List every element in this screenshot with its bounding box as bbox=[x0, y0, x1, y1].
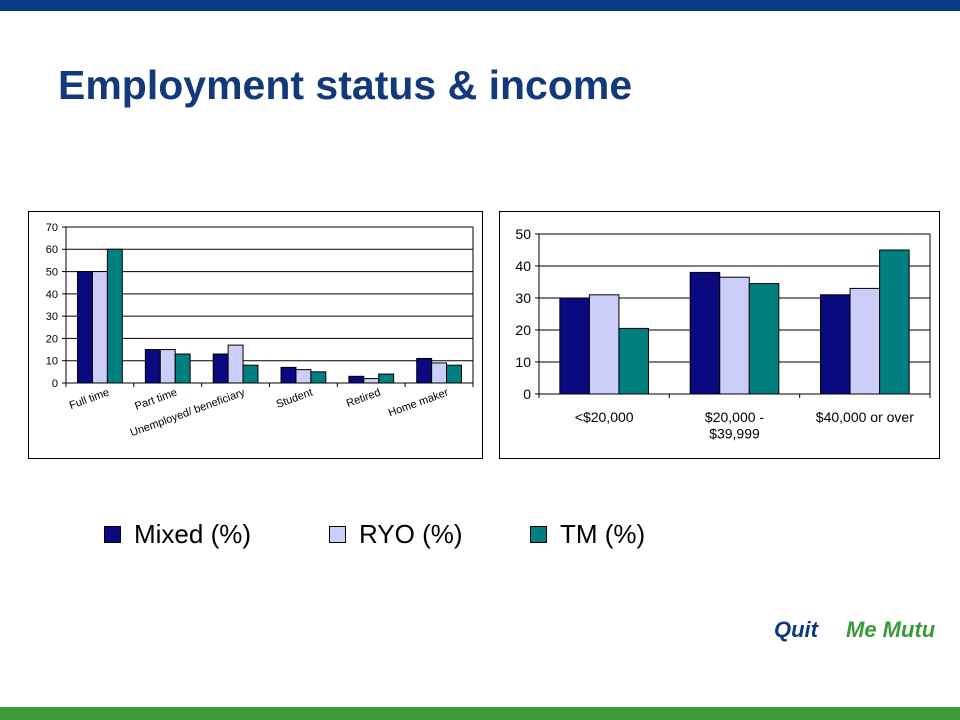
emp-ytick-label: 40 bbox=[46, 289, 58, 301]
inc-bar-mixed-20-000 bbox=[559, 297, 590, 395]
emp-bar-tm-full-time bbox=[106, 248, 123, 384]
inc-category-label-40-000-or-over: $40,000 or over bbox=[816, 409, 914, 425]
inc-bar-mixed-40-000-or-over bbox=[820, 294, 851, 395]
emp-bar-tm-unemployed-beneficiary bbox=[242, 364, 259, 384]
inc-category-label-line: <$20,000 bbox=[575, 409, 634, 425]
emp-bar-tm-part-time bbox=[174, 353, 191, 384]
emp-ytick-label: 50 bbox=[46, 267, 58, 279]
top-accent-bar bbox=[0, 0, 960, 11]
page-title: Employment status & income bbox=[58, 62, 633, 108]
legend-label-ryo: RYO (%) bbox=[359, 518, 463, 549]
legend-label-mixed: Mixed (%) bbox=[134, 518, 252, 549]
inc-ytick-label: 10 bbox=[515, 354, 531, 370]
legend-swatch-tm bbox=[530, 525, 547, 543]
inc-category-label-20-000: <$20,000 bbox=[575, 409, 634, 425]
emp-bar-ryo-unemployed-beneficiary bbox=[227, 344, 244, 384]
bottom-accent-bar bbox=[0, 707, 960, 720]
inc-bar-ryo-20-000 bbox=[588, 294, 620, 395]
legend-item-ryo: RYO (%) bbox=[329, 517, 463, 551]
emp-bar-ryo-full-time bbox=[91, 271, 108, 384]
inc-ytick-label: 0 bbox=[523, 386, 531, 402]
inc-category-label-line: $39,999 bbox=[709, 426, 760, 442]
inc-bar-mixed-20-000-39-999 bbox=[689, 271, 721, 395]
emp-bar-ryo-part-time bbox=[159, 349, 176, 384]
emp-bar-mixed-student bbox=[280, 366, 297, 384]
emp-bar-tm-student bbox=[310, 371, 327, 384]
emp-bar-mixed-unemployed-beneficiary bbox=[212, 353, 229, 384]
emp-ytick-label: 30 bbox=[46, 311, 58, 323]
chart-legend: Mixed (%) RYO (%) TM (%) bbox=[104, 517, 704, 551]
emp-bar-ryo-student bbox=[295, 369, 312, 384]
emp-bar-ryo-retired bbox=[363, 378, 380, 384]
emp-ytick-label: 70 bbox=[46, 222, 58, 234]
legend-label-tm: TM (%) bbox=[560, 518, 646, 549]
emp-bar-tm-retired bbox=[378, 373, 395, 384]
emp-bar-mixed-home-maker bbox=[416, 357, 433, 384]
inc-category-label-line: $20,000 - bbox=[705, 409, 764, 425]
inc-ytick-label: 50 bbox=[515, 226, 531, 242]
income-chart: 0 10 20 30 40 50 <$20,000 $20,000 -$39,999 $40,0… bbox=[499, 211, 940, 459]
emp-bar-mixed-full-time bbox=[77, 271, 93, 384]
emp-ytick-label: 10 bbox=[46, 356, 58, 368]
emp-bar-tm-home-maker bbox=[446, 364, 462, 384]
legend-swatch-mixed bbox=[104, 525, 121, 543]
legend-item-tm: TM (%) bbox=[530, 517, 645, 551]
quit-logo: Quit bbox=[774, 617, 818, 642]
emp-bar-mixed-part-time bbox=[144, 349, 161, 384]
emp-ytick-label: 0 bbox=[52, 378, 58, 390]
legend-item-mixed: Mixed (%) bbox=[104, 517, 251, 551]
inc-ytick-label: 20 bbox=[515, 322, 531, 338]
inc-category-label-line: $40,000 or over bbox=[816, 409, 914, 425]
emp-bar-mixed-retired bbox=[348, 375, 365, 384]
inc-ytick-label: 40 bbox=[515, 258, 531, 274]
inc-bar-tm-20-000-39-999 bbox=[748, 283, 780, 395]
emp-bar-ryo-home-maker bbox=[431, 362, 448, 384]
inc-bar-tm-40-000-or-over bbox=[879, 249, 910, 395]
emp-ytick-label: 60 bbox=[46, 244, 58, 256]
inc-category-label-20-000-39-999: $20,000 -$39,999 bbox=[705, 409, 764, 442]
legend-swatch-ryo bbox=[329, 525, 346, 543]
inc-bar-tm-20-000 bbox=[618, 327, 649, 395]
inc-bar-ryo-20-000-39-999 bbox=[719, 276, 750, 395]
inc-ytick-label: 30 bbox=[515, 290, 531, 306]
memutu-logo: Me Mutu bbox=[846, 617, 936, 642]
emp-ytick-label: 20 bbox=[46, 333, 58, 345]
inc-bar-ryo-40-000-or-over bbox=[849, 287, 881, 395]
